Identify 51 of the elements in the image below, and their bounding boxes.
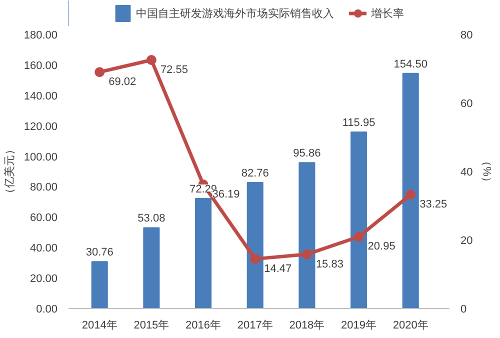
data-label: 69.02 (108, 76, 136, 88)
x-tick-label: 2015年 (134, 320, 170, 332)
bar (195, 198, 212, 308)
y-tick-label: 60.00 (30, 212, 58, 224)
y2-tick-label: 20 (460, 235, 473, 247)
data-label: 115.95 (342, 117, 376, 129)
data-label: 30.76 (86, 246, 114, 259)
legend-label: 中国自主研发游戏海外市场实际销售收入 (136, 6, 334, 20)
point (406, 190, 416, 200)
x-tick-label: 2019年 (341, 320, 377, 332)
y-axis-title: （亿美元） (2, 144, 16, 199)
data-label: 82.76 (241, 168, 269, 180)
y-tick-label: 120.00 (24, 120, 58, 133)
point (250, 254, 260, 264)
x-tick-label: 2016年 (186, 320, 222, 332)
y2-tick-label: 0 (460, 304, 467, 316)
bar (402, 72, 419, 308)
data-label: 14.47 (264, 262, 292, 275)
y-tick-label: 140.00 (24, 90, 58, 102)
y-tick-label: 180.00 (24, 30, 58, 42)
y2-tick-label: 60 (460, 98, 473, 110)
y-tick-label: 100.00 (24, 151, 58, 164)
point (146, 55, 156, 66)
y2-axis-title: （%） (480, 156, 493, 188)
data-label: 15.83 (316, 258, 344, 270)
x-tick-label: 2014年 (82, 320, 118, 332)
bar (298, 162, 316, 308)
point (94, 67, 105, 78)
point (302, 249, 312, 260)
legend-label: 增长率 (371, 6, 404, 20)
data-label: 154.50 (394, 58, 428, 70)
bar (246, 182, 264, 308)
data-label: 95.86 (293, 148, 321, 160)
bar (143, 227, 160, 308)
y-tick-label: 40.00 (30, 242, 58, 255)
x-tick-label: 2018年 (289, 320, 325, 332)
y2-tick-label: 80 (460, 30, 473, 42)
point (354, 232, 364, 242)
data-label: 53.08 (138, 212, 166, 225)
bar (350, 132, 368, 308)
y-tick-label: 20.00 (30, 273, 58, 286)
x-tick-label: 2020年 (392, 320, 428, 332)
data-label: 72.55 (160, 64, 188, 76)
data-label: 33.25 (420, 198, 448, 211)
data-label: 20.95 (368, 240, 396, 253)
y-tick-label: 80.00 (30, 182, 58, 194)
y2-tick-label: 40 (460, 166, 473, 178)
y-tick-label: 160.00 (24, 60, 58, 72)
y-tick-label: 0.00 (36, 304, 58, 316)
bar (91, 261, 108, 308)
x-tick-label: 2017年 (237, 320, 273, 332)
